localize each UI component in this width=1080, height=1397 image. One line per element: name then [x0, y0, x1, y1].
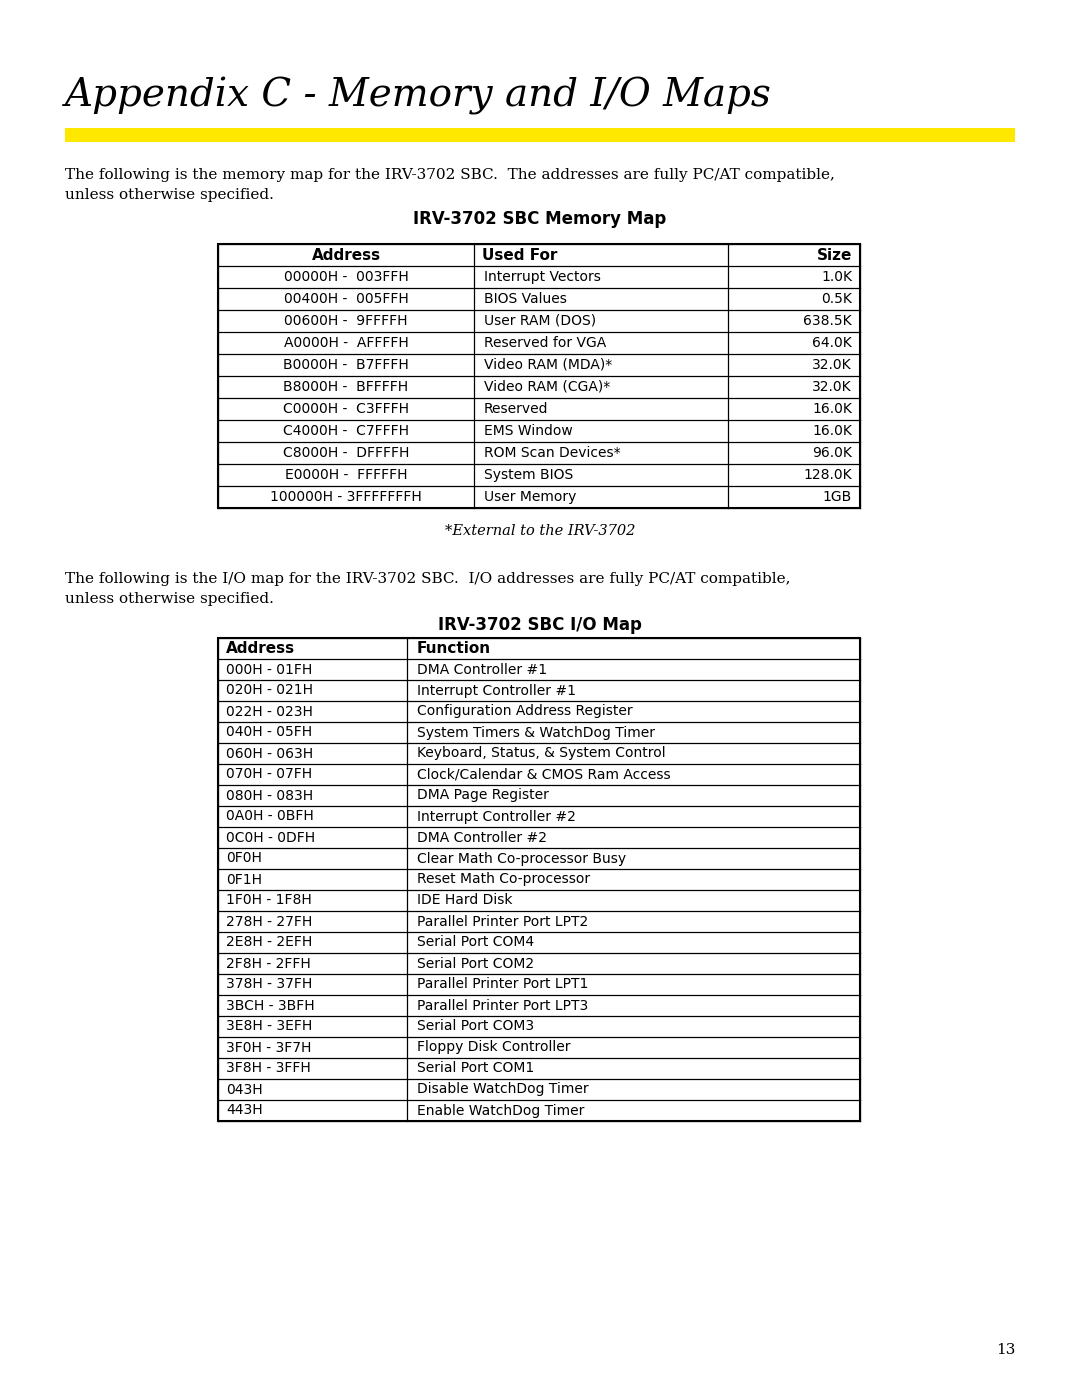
Text: 0C0H - 0DFH: 0C0H - 0DFH	[226, 830, 315, 845]
Text: IDE Hard Disk: IDE Hard Disk	[417, 894, 513, 908]
Text: 100000H - 3FFFFFFFH: 100000H - 3FFFFFFFH	[270, 490, 422, 504]
Text: 2E8H - 2EFH: 2E8H - 2EFH	[226, 936, 312, 950]
Text: Reserved for VGA: Reserved for VGA	[484, 337, 606, 351]
Text: 00400H -  005FFH: 00400H - 005FFH	[284, 292, 408, 306]
Text: Parallel Printer Port LPT1: Parallel Printer Port LPT1	[417, 978, 589, 992]
Text: Interrupt Controller #1: Interrupt Controller #1	[417, 683, 576, 697]
Text: 000H - 01FH: 000H - 01FH	[226, 662, 312, 676]
Text: DMA Controller #1: DMA Controller #1	[417, 662, 548, 676]
Bar	[65, 129, 1015, 142]
Text: unless otherwise specified.: unless otherwise specified.	[65, 592, 274, 606]
Text: IRV-3702 SBC Memory Map: IRV-3702 SBC Memory Map	[414, 210, 666, 228]
Text: Appendix C - Memory and I/O Maps: Appendix C - Memory and I/O Maps	[65, 77, 772, 115]
Text: User Memory: User Memory	[484, 490, 577, 504]
Text: Serial Port COM2: Serial Port COM2	[417, 957, 535, 971]
Text: 3F8H - 3FFH: 3F8H - 3FFH	[226, 1062, 311, 1076]
Text: *External to the IRV-3702: *External to the IRV-3702	[445, 524, 635, 538]
Text: Function: Function	[417, 641, 491, 657]
Text: 3BCH - 3BFH: 3BCH - 3BFH	[226, 999, 314, 1013]
Text: The following is the memory map for the IRV-3702 SBC.  The addresses are fully P: The following is the memory map for the …	[65, 168, 835, 182]
Text: 13: 13	[996, 1343, 1015, 1356]
Text: DMA Controller #2: DMA Controller #2	[417, 830, 546, 845]
Text: 32.0K: 32.0K	[812, 380, 852, 394]
Text: Keyboard, Status, & System Control: Keyboard, Status, & System Control	[417, 746, 665, 760]
Text: Clock/Calendar & CMOS Ram Access: Clock/Calendar & CMOS Ram Access	[417, 767, 671, 781]
Text: 040H - 05FH: 040H - 05FH	[226, 725, 312, 739]
Text: 3E8H - 3EFH: 3E8H - 3EFH	[226, 1020, 312, 1034]
Text: B0000H -  B7FFFH: B0000H - B7FFFH	[283, 358, 409, 372]
Text: 278H - 27FH: 278H - 27FH	[226, 915, 312, 929]
Text: Parallel Printer Port LPT2: Parallel Printer Port LPT2	[417, 915, 589, 929]
Text: Used For: Used For	[482, 247, 557, 263]
Text: System BIOS: System BIOS	[484, 468, 573, 482]
Text: 64.0K: 64.0K	[812, 337, 852, 351]
Text: unless otherwise specified.: unless otherwise specified.	[65, 189, 274, 203]
Text: 022H - 023H: 022H - 023H	[226, 704, 313, 718]
Text: Configuration Address Register: Configuration Address Register	[417, 704, 633, 718]
Text: 0A0H - 0BFH: 0A0H - 0BFH	[226, 809, 314, 823]
Text: 1GB: 1GB	[823, 490, 852, 504]
Text: Address: Address	[226, 641, 295, 657]
Text: User RAM (DOS): User RAM (DOS)	[484, 314, 596, 328]
Text: 0F0H: 0F0H	[226, 852, 261, 866]
Text: 2F8H - 2FFH: 2F8H - 2FFH	[226, 957, 311, 971]
Text: 080H - 083H: 080H - 083H	[226, 788, 313, 802]
Text: 0.5K: 0.5K	[821, 292, 852, 306]
Text: Reserved: Reserved	[484, 402, 549, 416]
Bar	[218, 638, 860, 1120]
Text: Parallel Printer Port LPT3: Parallel Printer Port LPT3	[417, 999, 589, 1013]
Text: EMS Window: EMS Window	[484, 425, 572, 439]
Text: DMA Page Register: DMA Page Register	[417, 788, 549, 802]
Text: 16.0K: 16.0K	[812, 425, 852, 439]
Text: C8000H -  DFFFFH: C8000H - DFFFFH	[283, 446, 409, 460]
Text: Serial Port COM1: Serial Port COM1	[417, 1062, 535, 1076]
Text: Disable WatchDog Timer: Disable WatchDog Timer	[417, 1083, 589, 1097]
Text: IRV-3702 SBC I/O Map: IRV-3702 SBC I/O Map	[438, 616, 642, 634]
Text: 1F0H - 1F8H: 1F0H - 1F8H	[226, 894, 312, 908]
Text: Size: Size	[816, 247, 852, 263]
Text: C4000H -  C7FFFH: C4000H - C7FFFH	[283, 425, 409, 439]
Text: 128.0K: 128.0K	[804, 468, 852, 482]
Text: 020H - 021H: 020H - 021H	[226, 683, 313, 697]
Bar	[218, 244, 860, 509]
Text: B8000H -  BFFFFH: B8000H - BFFFFH	[283, 380, 408, 394]
Text: 443H: 443H	[226, 1104, 262, 1118]
Text: Video RAM (CGA)*: Video RAM (CGA)*	[484, 380, 610, 394]
Text: 32.0K: 32.0K	[812, 358, 852, 372]
Text: Address: Address	[311, 247, 380, 263]
Text: 00600H -  9FFFFH: 00600H - 9FFFFH	[284, 314, 408, 328]
Text: 043H: 043H	[226, 1083, 262, 1097]
Text: C0000H -  C3FFFH: C0000H - C3FFFH	[283, 402, 409, 416]
Text: Interrupt Vectors: Interrupt Vectors	[484, 270, 600, 284]
Text: A0000H -  AFFFFH: A0000H - AFFFFH	[284, 337, 408, 351]
Text: Floppy Disk Controller: Floppy Disk Controller	[417, 1041, 570, 1055]
Text: E0000H -  FFFFFH: E0000H - FFFFFH	[285, 468, 407, 482]
Text: 378H - 37FH: 378H - 37FH	[226, 978, 312, 992]
Text: 1.0K: 1.0K	[821, 270, 852, 284]
Text: System Timers & WatchDog Timer: System Timers & WatchDog Timer	[417, 725, 654, 739]
Text: Serial Port COM3: Serial Port COM3	[417, 1020, 535, 1034]
Text: Clear Math Co-processor Busy: Clear Math Co-processor Busy	[417, 852, 626, 866]
Text: BIOS Values: BIOS Values	[484, 292, 567, 306]
Text: 060H - 063H: 060H - 063H	[226, 746, 313, 760]
Text: ROM Scan Devices*: ROM Scan Devices*	[484, 446, 621, 460]
Text: Interrupt Controller #2: Interrupt Controller #2	[417, 809, 576, 823]
Text: Reset Math Co-processor: Reset Math Co-processor	[417, 873, 590, 887]
Text: Enable WatchDog Timer: Enable WatchDog Timer	[417, 1104, 584, 1118]
Text: 3F0H - 3F7H: 3F0H - 3F7H	[226, 1041, 311, 1055]
Text: Video RAM (MDA)*: Video RAM (MDA)*	[484, 358, 612, 372]
Text: Serial Port COM4: Serial Port COM4	[417, 936, 535, 950]
Text: 16.0K: 16.0K	[812, 402, 852, 416]
Text: 00000H -  003FFH: 00000H - 003FFH	[284, 270, 408, 284]
Text: 638.5K: 638.5K	[804, 314, 852, 328]
Text: The following is the I/O map for the IRV-3702 SBC.  I/O addresses are fully PC/A: The following is the I/O map for the IRV…	[65, 571, 791, 585]
Text: 070H - 07FH: 070H - 07FH	[226, 767, 312, 781]
Text: 96.0K: 96.0K	[812, 446, 852, 460]
Text: 0F1H: 0F1H	[226, 873, 262, 887]
